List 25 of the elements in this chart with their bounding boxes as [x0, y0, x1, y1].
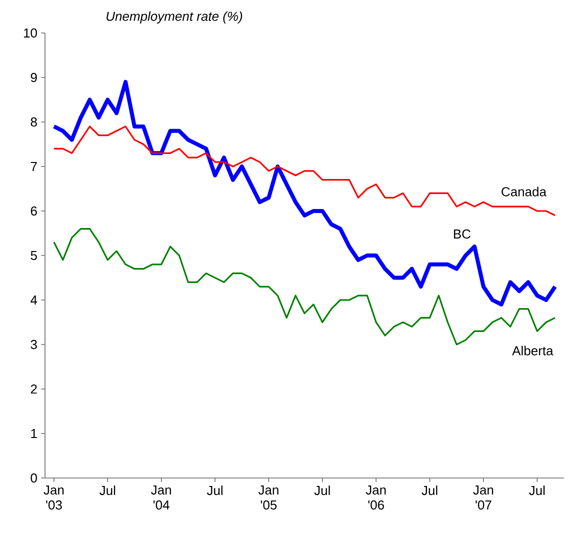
x-tick-label: Jan '05: [258, 486, 278, 510]
y-tick-label: 0: [30, 473, 37, 483]
x-tick-label: Jan '03: [44, 486, 64, 510]
x-tick-label: Jan '04: [151, 486, 171, 510]
y-tick-label: 1: [31, 429, 37, 438]
y-tick-label: 6: [30, 206, 37, 216]
y-tick-label: 10: [24, 28, 37, 38]
y-tick-label: 8: [30, 117, 37, 127]
series-label: BC: [454, 229, 470, 239]
x-tick-label: Jul: [422, 486, 438, 496]
y-tick-label: 5: [30, 250, 37, 260]
x-tick-label: Jan '06: [366, 486, 386, 510]
x-tick-label: Jul: [100, 486, 116, 496]
series-label: Canada: [502, 186, 546, 196]
x-tick-label: Jul: [314, 486, 330, 496]
y-tick-label: 2: [30, 384, 37, 394]
x-tick-label: Jul: [206, 486, 222, 496]
y-tick-label: 9: [30, 72, 37, 82]
series-label: Alberta: [512, 346, 554, 356]
x-tick-label: Jan '07: [473, 486, 494, 510]
x-tick-label: Jul: [529, 486, 545, 496]
y-tick-label: 7: [30, 162, 37, 171]
y-tick-label: 3: [30, 340, 37, 350]
chart-title: Unemployment rate (%): [106, 11, 242, 24]
y-tick-label: 4: [30, 296, 38, 304]
